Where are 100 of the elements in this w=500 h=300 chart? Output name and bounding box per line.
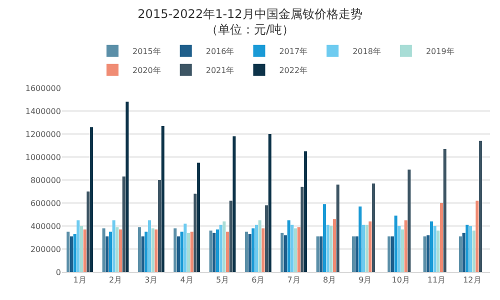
legend-label: 2018年 (352, 46, 381, 56)
bar (401, 229, 404, 272)
bar (300, 186, 304, 272)
bar (212, 232, 216, 272)
bar (244, 232, 248, 272)
bar (336, 184, 340, 272)
bar (333, 219, 336, 272)
legend-label: 2022年 (279, 66, 308, 75)
chart-title: 2015-2022年1-12月中国金属钕价格走势 (138, 7, 362, 21)
legend-label: 2021年 (206, 66, 234, 75)
x-tick-label: 11月 (427, 276, 446, 285)
bar (290, 224, 294, 272)
legend-label: 2016年 (206, 46, 234, 56)
bar (476, 200, 479, 272)
bar (388, 236, 391, 272)
chart-subtitle: （单位：元/吨） (206, 22, 294, 37)
bar (352, 236, 355, 272)
bar (355, 236, 358, 272)
y-tick-label: 400000 (30, 222, 61, 231)
bar (390, 236, 394, 272)
bar (258, 220, 262, 272)
bar (284, 235, 287, 272)
bar (436, 230, 440, 272)
bar (408, 170, 411, 272)
y-tick-label: 1000000 (25, 152, 61, 162)
bar (70, 236, 73, 272)
bar (232, 136, 236, 272)
bar (161, 126, 164, 272)
y-tick-label: 1200000 (25, 130, 61, 139)
bar (119, 229, 122, 272)
bar (102, 228, 106, 272)
bar (462, 232, 466, 272)
bar (122, 176, 126, 272)
bar (466, 224, 469, 272)
bar (174, 228, 177, 272)
bar (304, 151, 308, 272)
bar (194, 194, 197, 272)
bar (158, 180, 162, 272)
bar (154, 229, 158, 272)
bar (472, 230, 476, 272)
bar (151, 228, 154, 272)
bar (176, 236, 180, 272)
bar (322, 204, 326, 272)
legend-label: 2020年 (132, 66, 161, 75)
bar (226, 232, 230, 272)
bar (265, 205, 268, 272)
legend-label: 2017年 (279, 46, 308, 56)
x-tick-label: 12月 (463, 276, 482, 285)
x-tick-label: 5月 (216, 276, 230, 285)
bar (144, 232, 148, 272)
x-tick-label: 4月 (180, 276, 194, 285)
bar (80, 226, 84, 272)
bar (254, 224, 258, 272)
bar (187, 232, 190, 272)
bar (66, 232, 70, 272)
legend-label: 2015年 (132, 46, 161, 56)
bar (316, 236, 320, 272)
bar (287, 220, 290, 272)
bar (141, 236, 144, 272)
bar (106, 236, 109, 272)
x-tick-label: 7月 (287, 276, 300, 285)
bar (126, 102, 129, 272)
bar (368, 221, 372, 272)
bar (83, 229, 86, 272)
bar (423, 236, 426, 272)
bar (262, 228, 265, 272)
bar (320, 236, 323, 272)
bar (294, 228, 298, 272)
y-tick-label: 1600000 (25, 84, 61, 93)
bar (443, 148, 446, 272)
bar (398, 226, 401, 272)
bar (86, 192, 90, 272)
bar (326, 224, 330, 272)
bar (458, 236, 462, 272)
bar (394, 216, 398, 272)
bar (229, 200, 232, 272)
bar (372, 183, 376, 272)
x-tick-label: 8月 (322, 276, 336, 285)
x-tick-label: 2月 (108, 276, 122, 285)
bar (222, 221, 226, 272)
bar (365, 224, 368, 272)
bar (252, 228, 255, 272)
bar (433, 226, 436, 272)
x-tick-label: 9月 (358, 276, 372, 285)
bar (362, 224, 365, 272)
bar (404, 220, 408, 272)
bar (112, 220, 116, 272)
x-tick-label: 3月 (144, 276, 158, 285)
y-tick-label: 200000 (30, 244, 61, 254)
bar (209, 230, 212, 272)
bar (297, 227, 300, 272)
y-tick-label: 1400000 (25, 106, 61, 116)
x-tick-label: 6月 (252, 276, 265, 285)
bar (219, 224, 222, 272)
bar (76, 220, 80, 272)
y-tick-label: 800000 (30, 176, 61, 185)
x-tick-label: 1月 (73, 276, 86, 285)
bar (479, 140, 482, 272)
bar (330, 226, 333, 272)
bar (108, 232, 112, 272)
